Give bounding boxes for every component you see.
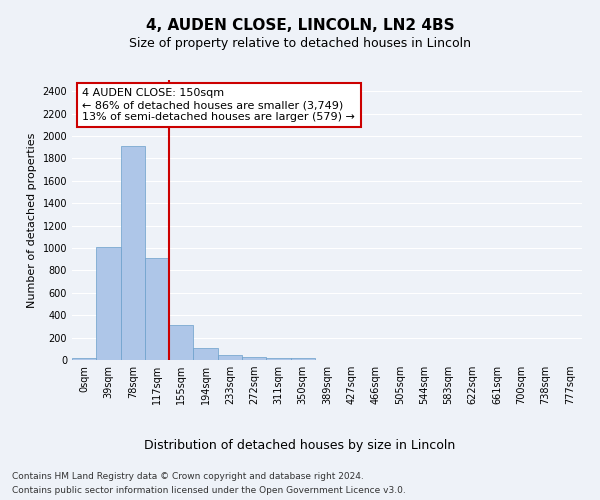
Bar [193, 348, 218, 360]
Bar [266, 358, 290, 360]
Bar [72, 358, 96, 360]
Text: 4 AUDEN CLOSE: 150sqm
← 86% of detached houses are smaller (3,749)
13% of semi-d: 4 AUDEN CLOSE: 150sqm ← 86% of detached … [82, 88, 355, 122]
Bar [96, 247, 121, 360]
Bar [242, 357, 266, 360]
Bar [121, 146, 145, 360]
Text: Distribution of detached houses by size in Lincoln: Distribution of detached houses by size … [145, 440, 455, 452]
Text: Contains HM Land Registry data © Crown copyright and database right 2024.: Contains HM Land Registry data © Crown c… [12, 472, 364, 481]
Bar [169, 326, 193, 360]
Text: 4, AUDEN CLOSE, LINCOLN, LN2 4BS: 4, AUDEN CLOSE, LINCOLN, LN2 4BS [146, 18, 454, 32]
Bar [145, 258, 169, 360]
Text: Size of property relative to detached houses in Lincoln: Size of property relative to detached ho… [129, 38, 471, 51]
Text: Contains public sector information licensed under the Open Government Licence v3: Contains public sector information licen… [12, 486, 406, 495]
Bar [290, 358, 315, 360]
Y-axis label: Number of detached properties: Number of detached properties [27, 132, 37, 308]
Bar [218, 354, 242, 360]
